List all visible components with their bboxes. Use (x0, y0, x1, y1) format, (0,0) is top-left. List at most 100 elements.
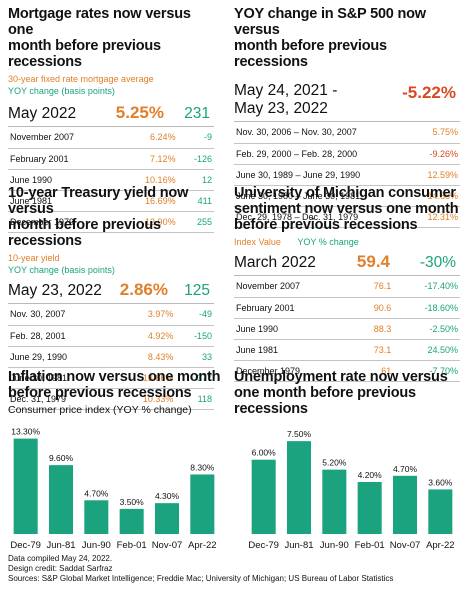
sp500-current-label: May 24, 2021 - May 23, 2022 (234, 81, 338, 117)
table-row: February 2001 7.12% -126 (8, 148, 214, 170)
row-change: 12.59% (412, 164, 460, 186)
row-date: November 2007 (234, 276, 355, 298)
row-period: Nov. 30, 2006 – Nov. 30, 2007 (234, 122, 413, 144)
row-date: June 1990 (8, 169, 121, 191)
row-change: 5.75% (412, 122, 460, 144)
row-index: 76.1 (354, 276, 394, 298)
x-tick-label: Dec-79 (10, 540, 41, 551)
treasury-current-change: 125 (184, 282, 210, 299)
footer-sources: Sources: S&P Global Market Intelligence;… (8, 574, 394, 583)
bar (48, 465, 74, 534)
data-label: 6.00% (252, 448, 277, 458)
data-label: 13.30% (11, 427, 40, 437)
row-date: December 1979 (234, 360, 355, 382)
table-row: Feb. 28, 2001 4.92% -150 (8, 325, 214, 347)
sentiment-legend-change: YOY % change (297, 237, 359, 247)
table-row: June 1990 88.3 -2.50% (234, 318, 460, 340)
row-change: 14.85% (412, 185, 460, 207)
x-tick-label: Nov-07 (390, 540, 421, 551)
sentiment-table: November 2007 76.1 -17.40% February 2001 90.… (234, 276, 460, 382)
x-tick-label: Jun-81 (46, 540, 75, 551)
row-date: June 1981 (8, 190, 121, 212)
row-date: June 29, 1990 (8, 346, 115, 368)
mortgage-current-row: May 2022 5.25% 231 (8, 103, 214, 127)
row-index: 73.1 (354, 339, 394, 361)
inflation-subtitle: Consumer price index (YOY % change) (8, 404, 192, 416)
row-change: 12 (177, 169, 214, 191)
bar (322, 469, 347, 534)
row-date: Dec. 31, 1979 (8, 388, 115, 410)
row-index: 88.3 (354, 318, 394, 340)
table-row: December 1979 12.90% 255 (8, 211, 214, 233)
treasury-legend-change: YOY change (basis points) (8, 265, 115, 275)
footer: Data compiled May 24, 2022. Design credi… (8, 554, 463, 584)
row-yield: 8.43% (114, 346, 176, 368)
x-tick-label: Feb-01 (117, 540, 147, 551)
row-change: 255 (177, 211, 214, 233)
row-change: -2.50% (393, 318, 460, 340)
sp500-current-row: May 24, 2021 - May 23, 2022 -5.22% (234, 78, 460, 122)
treasury-legend-yield: 10-year yield (8, 253, 60, 263)
row-change: -49 (175, 304, 214, 326)
row-date: June 1981 (234, 339, 355, 361)
bar (190, 474, 215, 534)
row-change: 24.50% (393, 339, 460, 361)
sp500-table: Nov. 30, 2006 – Nov. 30, 2007 5.75% Feb. 2… (234, 122, 460, 228)
bar (13, 438, 38, 534)
x-tick-label: Feb-01 (355, 540, 385, 551)
row-period: June 30, 1989 – June 29, 1990 (234, 164, 413, 186)
unemployment-panel: Unemployment rate now versus one month b… (234, 369, 460, 417)
data-label: 8.30% (190, 462, 215, 472)
table-row: November 2007 6.24% -9 (8, 127, 214, 149)
table-row: June 29, 1990 8.43% 33 (8, 346, 214, 368)
sp500-current-value: -5.22% (402, 82, 456, 102)
row-rate: 12.90% (120, 211, 178, 233)
bar (119, 508, 144, 534)
footer-credit: Design credit: Saddat Sarfraz (8, 564, 113, 573)
row-date: February 2001 (234, 297, 355, 319)
bar (428, 489, 453, 534)
row-rate: 16.69% (120, 190, 178, 212)
row-date: Feb. 28, 2001 (8, 325, 115, 347)
sentiment-current-label: March 2022 (234, 254, 316, 271)
x-tick-label: Jun-90 (320, 540, 349, 551)
table-row: February 2001 90.6 -18.60% (234, 297, 460, 319)
inflation-title: Inflation now versus one month before pr… (8, 369, 221, 401)
row-date: June 30, 1981 (8, 367, 115, 389)
table-row: June 1981 16.69% 411 (8, 190, 214, 212)
mortgage-current-change: 231 (184, 105, 210, 122)
mortgage-table: November 2007 6.24% -9 February 2001 7.12% -1… (8, 127, 214, 233)
table-row: June 30, 1989 – June 29, 1990 12.59% (234, 164, 460, 186)
treasury-current-row: May 23, 2022 2.86% 125 (8, 280, 214, 304)
data-label: 4.30% (155, 491, 180, 501)
treasury-current-value: 2.86% (119, 280, 168, 299)
row-date: November 2007 (8, 127, 121, 149)
bar (286, 441, 312, 534)
sentiment-legend: Index Value YOY % change (234, 236, 460, 248)
x-tick-label: Jun-81 (284, 540, 313, 551)
sentiment-current-change: -30% (419, 254, 456, 271)
treasury-table: Nov. 30, 2007 3.97% -49 Feb. 28, 2001 4.92% -… (8, 304, 214, 410)
data-label: 3.60% (428, 477, 453, 487)
table-row: Feb. 29, 2000 – Feb. 28, 2000 -9.26% (234, 143, 460, 165)
row-rate: 10.16% (120, 169, 178, 191)
sentiment-current-value: 59.4 (356, 252, 390, 271)
data-label: 4.20% (358, 470, 383, 480)
data-label: 3.50% (120, 497, 145, 507)
row-change: 33 (175, 346, 214, 368)
table-row: June 1981 73.1 24.50% (234, 339, 460, 361)
inflation-panel: Inflation now versus one month before pr… (8, 369, 228, 416)
table-row: June 1990 10.16% 12 (8, 169, 214, 191)
row-yield: 4.92% (114, 325, 176, 347)
row-period: Dec. 29, 1978 – Dec. 31, 1979 (234, 206, 413, 228)
bar (154, 503, 180, 534)
row-yield: 10.33% (114, 388, 176, 410)
row-change: -18.60% (393, 297, 460, 319)
mortgage-legend-change: YOY change (basis points) (8, 86, 115, 96)
mortgage-current-label: May 2022 (8, 105, 77, 122)
table-row: Dec. 29, 1978 – Dec. 31, 1979 12.31% (234, 206, 460, 228)
table-row: November 2007 76.1 -17.40% (234, 276, 460, 298)
data-label: 5.20% (322, 458, 347, 468)
footer-compiled: Data compiled May 24, 2022. (8, 554, 113, 563)
sentiment-title: University of Michigan consumer sentimen… (234, 185, 459, 233)
